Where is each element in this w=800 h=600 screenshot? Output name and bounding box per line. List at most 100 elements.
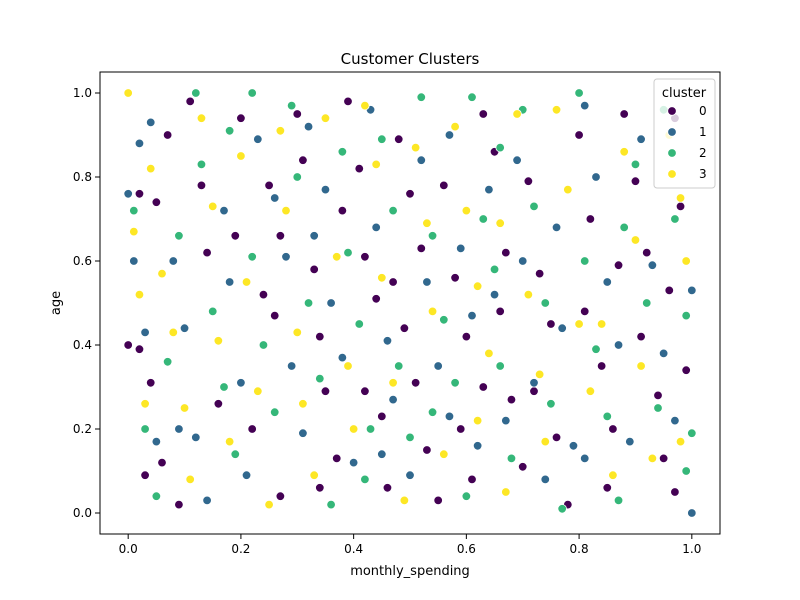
x-axis-label: monthly_spending (350, 564, 470, 579)
data-point (157, 268, 167, 279)
data-point (670, 415, 680, 426)
data-point (675, 201, 686, 212)
legend-title: cluster (662, 86, 707, 101)
data-point (596, 319, 607, 329)
data-point (602, 411, 612, 422)
data-point (129, 205, 139, 216)
data-point (630, 159, 641, 170)
data-point (608, 470, 618, 480)
data-point (224, 436, 235, 447)
data-point (551, 222, 562, 233)
data-point (298, 428, 308, 438)
data-point (472, 441, 483, 451)
data-point (461, 491, 472, 501)
legend-label: 2 (699, 146, 707, 160)
data-point (416, 92, 426, 102)
data-point (371, 159, 381, 170)
data-point (140, 424, 150, 434)
chart-title: Customer Clusters (341, 50, 480, 68)
data-point (365, 424, 376, 434)
data-point (410, 378, 421, 388)
legend: cluster 0 1 2 3 (653, 78, 716, 189)
plot-frame (99, 71, 721, 535)
x-tick-label: 0.0 (119, 542, 138, 556)
data-point (270, 407, 280, 417)
data-point (129, 256, 139, 266)
data-point (557, 323, 567, 333)
data-point (388, 394, 398, 405)
data-point (416, 243, 426, 254)
data-point (354, 163, 364, 174)
data-point (377, 411, 387, 422)
data-point (179, 403, 190, 413)
data-point (224, 277, 235, 287)
data-point (298, 155, 308, 165)
data-point (179, 323, 190, 333)
x-tick-label: 0.6 (457, 542, 476, 556)
data-point (472, 281, 483, 291)
data-point (534, 369, 545, 380)
data-point (647, 260, 658, 270)
data-point (405, 470, 415, 480)
data-point (540, 474, 550, 485)
data-point (326, 298, 336, 308)
data-point (196, 159, 207, 170)
y-tick-label: 0.6 (73, 254, 92, 268)
data-point (337, 147, 348, 157)
data-point (495, 361, 505, 371)
data-point (360, 386, 370, 396)
data-point (478, 382, 488, 392)
data-point (619, 222, 629, 233)
data-point (219, 382, 229, 392)
data-point (315, 483, 325, 493)
data-point (208, 201, 218, 212)
data-point (332, 252, 342, 262)
data-point (134, 344, 145, 354)
data-point (613, 340, 624, 350)
data-point (580, 256, 590, 266)
data-point (636, 331, 646, 342)
data-point (484, 348, 494, 359)
data-point (495, 306, 505, 317)
legend-label: 0 (699, 104, 707, 118)
data-point (444, 411, 455, 422)
data-point (258, 340, 269, 350)
data-point (270, 193, 280, 203)
data-point (619, 109, 629, 119)
data-point (405, 189, 415, 199)
legend-marker (667, 169, 677, 179)
data-point (309, 470, 319, 480)
data-point (253, 134, 263, 144)
data-point (439, 449, 449, 459)
points-layer (123, 88, 697, 518)
data-point (241, 277, 252, 287)
data-point (416, 155, 426, 165)
data-point (354, 319, 364, 329)
data-point (151, 197, 162, 207)
legend-label: 1 (699, 125, 707, 139)
data-point (534, 268, 545, 279)
data-point (484, 184, 494, 195)
data-point (213, 336, 224, 346)
data-point (320, 184, 331, 195)
data-point (247, 88, 257, 98)
data-point (670, 214, 680, 224)
data-point (292, 327, 302, 338)
data-point (630, 235, 641, 245)
data-point (681, 256, 691, 266)
data-point (450, 378, 460, 388)
data-point (196, 180, 207, 191)
data-point (394, 134, 404, 144)
data-point (574, 130, 584, 140)
data-point (123, 88, 133, 98)
data-point (585, 386, 596, 396)
data-point (568, 441, 579, 451)
data-point (394, 361, 404, 371)
data-point (134, 189, 145, 199)
data-point (281, 252, 291, 262)
data-point (681, 365, 691, 375)
data-point (236, 151, 246, 161)
x-tick-label: 0.2 (231, 542, 250, 556)
data-point (546, 319, 556, 329)
